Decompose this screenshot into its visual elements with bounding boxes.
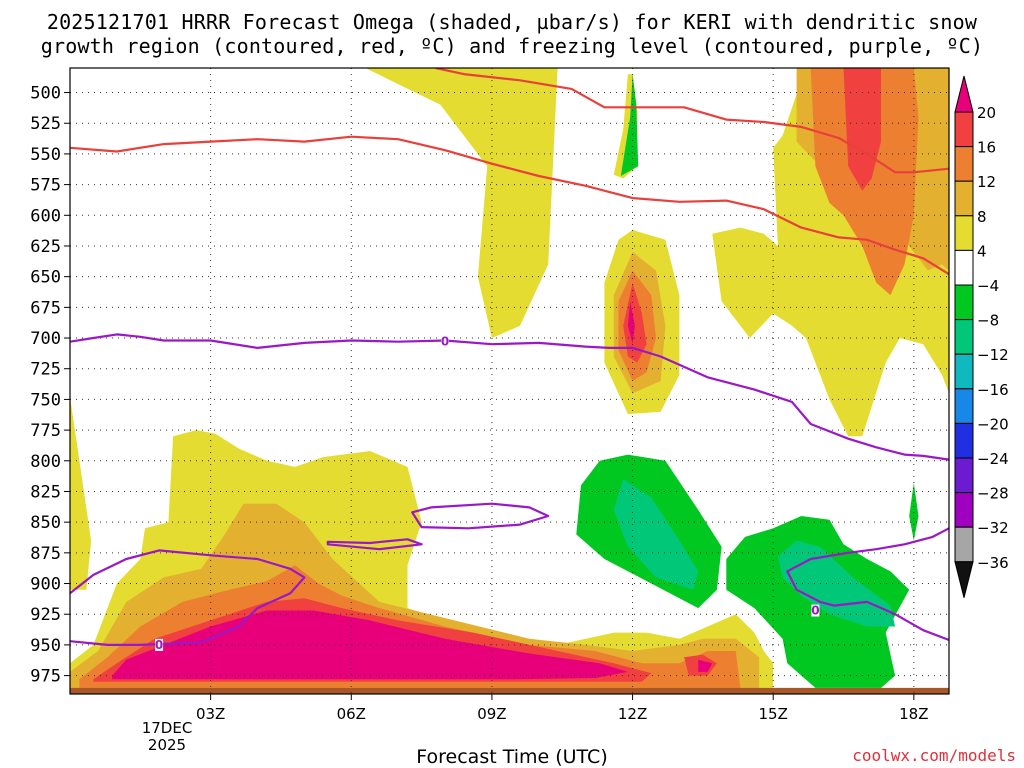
colorbar-label-10: −24 xyxy=(977,450,1009,468)
freezing-line-low-label: 0 xyxy=(155,638,163,652)
y-tick-label-975: 975 xyxy=(30,667,61,687)
colorbar-label-6: −8 xyxy=(977,312,999,330)
omega-region-16-5 xyxy=(623,282,647,363)
chart-title-line-1: 2025121701 HRRR Forecast Omega (shaded, … xyxy=(46,10,978,34)
x-tick-label-15Z: 15Z xyxy=(759,705,788,723)
x-axis-title: Forecast Time (UTC) xyxy=(416,746,608,768)
colorbar: 20 16 12 8 4 −4 −8 −12 −16 −20 −24 −28 −32 −36 xyxy=(954,75,1009,598)
plot-frame xyxy=(69,67,950,695)
omega-region-4-0 xyxy=(365,68,558,338)
date-label-year: 2025 xyxy=(147,736,187,754)
y-tick-label-600: 600 xyxy=(30,206,61,226)
omega-region-20-6 xyxy=(627,301,635,345)
colorbar-label-12: −32 xyxy=(977,519,1009,537)
x-tick-label-18Z: 18Z xyxy=(899,705,928,723)
x-tick-label-03Z: 03Z xyxy=(196,705,225,723)
colorbar-segment-11 xyxy=(954,492,974,528)
omega-region--4-12 xyxy=(620,74,639,176)
colorbar-label-13: −36 xyxy=(977,554,1009,572)
y-tick-label-575: 575 xyxy=(30,176,61,196)
y-tick-label-750: 750 xyxy=(30,390,61,410)
y-tick-label-700: 700 xyxy=(30,329,61,349)
colorbar-segment-5 xyxy=(954,284,974,321)
freezing-line-right-label: 0 xyxy=(811,604,819,618)
chart-title-line-2: growth region (contoured, red, ºC) and f… xyxy=(40,34,984,58)
omega-region-4-13 xyxy=(70,397,92,590)
y-tick-label-900: 900 xyxy=(30,575,61,595)
colorbar-segment-4 xyxy=(954,249,974,286)
y-tick-label-725: 725 xyxy=(30,360,61,380)
y-tick-label-625: 625 xyxy=(30,237,61,257)
date-label-day: 17DEC xyxy=(141,719,193,737)
y-tick-label-850: 850 xyxy=(30,513,61,533)
colorbar-label-1: 16 xyxy=(977,139,996,157)
y-tick-label-550: 550 xyxy=(30,145,61,165)
x-tick-label-12Z: 12Z xyxy=(618,705,647,723)
colorbar-segment-12 xyxy=(954,526,974,563)
colorbar-label-0: 20 xyxy=(977,104,996,122)
dendritic-line-lower xyxy=(70,135,949,276)
colorbar-segment-6 xyxy=(954,319,974,355)
x-tick-label-06Z: 06Z xyxy=(337,705,366,723)
ground-strip xyxy=(70,687,949,694)
freezing-line-right xyxy=(786,527,949,642)
y-tick-label-875: 875 xyxy=(30,544,61,564)
colorbar-label-7: −12 xyxy=(977,346,1009,364)
y-tick-label-950: 950 xyxy=(30,636,61,656)
omega-region-20-20 xyxy=(698,659,713,672)
freezing-line-low-label-bg xyxy=(155,638,164,651)
y-tick-label-525: 525 xyxy=(30,114,61,134)
colorbar-segment-10 xyxy=(954,457,974,494)
freezing-line-main xyxy=(70,333,949,461)
colorbar-label-4: 4 xyxy=(977,242,987,260)
y-tick-label-800: 800 xyxy=(30,452,61,472)
colorbar-segment-7 xyxy=(954,353,974,390)
freezing-line-loop-b xyxy=(326,538,423,551)
plot-content: 0 0 0 xyxy=(70,68,949,694)
y-tick-label-675: 675 xyxy=(30,298,61,318)
freezing-line-main-label-bg xyxy=(441,335,450,348)
colorbar-segment-9 xyxy=(954,422,974,459)
colorbar-segment-1 xyxy=(954,146,974,182)
colorbar-segment-2 xyxy=(954,180,974,217)
omega-region--8-22 xyxy=(613,479,699,590)
omega-region-16-10 xyxy=(843,68,881,191)
freezing-line-main-label: 0 xyxy=(441,335,449,349)
dendritic-line-upper xyxy=(435,68,949,174)
colorbar-label-8: −16 xyxy=(977,381,1009,399)
y-tick-label-925: 925 xyxy=(30,605,61,625)
colorbar-segment-8 xyxy=(954,388,974,424)
x-tick-label-09Z: 09Z xyxy=(477,705,506,723)
colorbar-label-5: −4 xyxy=(977,277,999,295)
colorbar-label-3: 8 xyxy=(977,208,987,226)
omega-region--4-25 xyxy=(909,482,919,541)
freezing-line-loop-a xyxy=(411,502,550,530)
colorbar-label-11: −28 xyxy=(977,485,1009,503)
y-tick-label-650: 650 xyxy=(30,268,61,288)
colorbar-arrow-bottom xyxy=(954,561,974,598)
credit-text: coolwx.com/models xyxy=(852,746,1016,765)
colorbar-label-2: 12 xyxy=(977,173,996,191)
y-tick-label-500: 500 xyxy=(30,84,61,104)
freezing-line-right-label-bg xyxy=(811,604,820,617)
y-tick-label-825: 825 xyxy=(30,482,61,502)
colorbar-label-9: −20 xyxy=(977,415,1009,433)
colorbar-arrow-top xyxy=(954,75,974,113)
colorbar-segment-0 xyxy=(954,111,974,148)
colorbar-segment-3 xyxy=(954,215,974,251)
y-tick-label-775: 775 xyxy=(30,421,61,441)
